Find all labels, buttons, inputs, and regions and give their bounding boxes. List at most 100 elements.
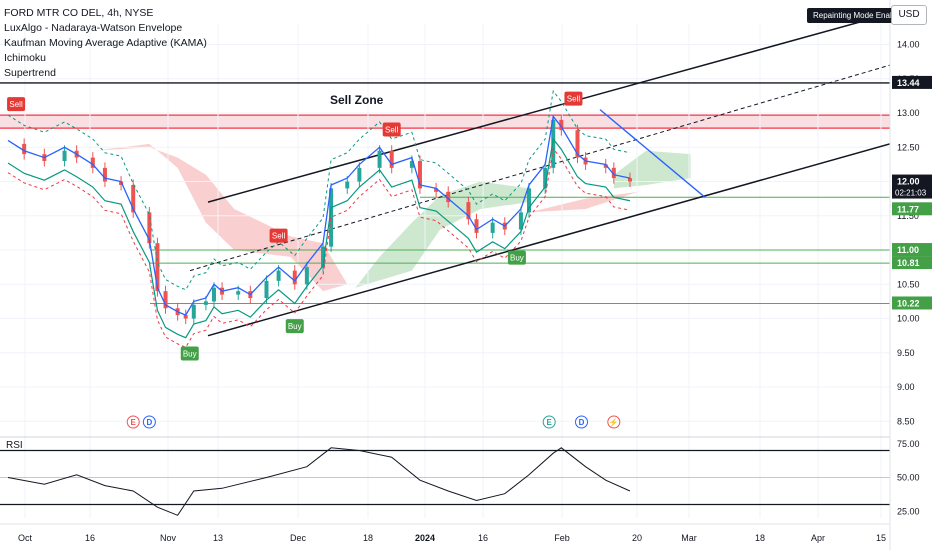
buy-signal-badge (285, 319, 304, 334)
candle-body (474, 219, 479, 233)
candle-body (191, 304, 196, 319)
price-axis-tick: 9.50 (897, 348, 915, 358)
ichimoku-cloud-bull (613, 150, 691, 189)
candle-body (627, 178, 632, 182)
price-label-value: 10.22 (897, 298, 920, 308)
sell-zone-band (0, 115, 890, 129)
candle-body (357, 167, 362, 182)
rsi-axis-tick: 75.00 (897, 439, 920, 449)
event-marker (607, 415, 621, 429)
event-marker-label: E (547, 418, 553, 427)
currency-selector[interactable]: USD (891, 5, 927, 25)
sell-signal-label: Sell (567, 95, 581, 104)
time-axis-tick: 2024 (415, 533, 435, 543)
candle-body (155, 243, 160, 292)
sell-signal-badge (382, 122, 401, 137)
candle-body (163, 291, 168, 309)
event-marker (575, 415, 589, 429)
sell-signal-badge (7, 97, 26, 112)
candle-body (490, 222, 495, 233)
candle-body (409, 161, 414, 168)
candle-body (543, 167, 548, 189)
price-axis-tick: 14.00 (897, 40, 920, 50)
trend-line-upper (207, 13, 891, 203)
legend-indicator-nadaraya[interactable]: LuxAlgo - Nadaraya-Watson Envelope (4, 22, 183, 34)
symbol-title[interactable]: FORD MTR CO DEL, 4h, NYSE (4, 7, 154, 19)
event-marker-label: D (146, 418, 152, 427)
sell-signal-badge (564, 91, 583, 106)
rsi-axis-tick: 25.00 (897, 506, 920, 516)
price-label-countdown: 02:21:03 (895, 189, 927, 198)
trend-lines-layer (189, 13, 891, 337)
price-label-box (892, 202, 932, 216)
kama-line (7, 114, 631, 316)
legend-indicator-kama[interactable]: Kaufman Moving Average Adaptive (KAMA) (4, 37, 207, 49)
legend-indicator-supertrend[interactable]: Supertrend (4, 67, 56, 79)
time-axis-tick: Dec (290, 533, 307, 543)
candle-body (527, 188, 532, 213)
price-label-box (892, 296, 932, 310)
candle-body (147, 212, 152, 244)
rsi-line (7, 447, 631, 516)
projection-line (599, 109, 706, 198)
ichimoku-cloud-bull (355, 181, 530, 288)
price-label-value: 11.77 (897, 204, 919, 214)
candle-body (446, 191, 451, 203)
candle-body (211, 287, 216, 302)
price-axis-tick: 9.00 (897, 382, 915, 392)
candle-body (321, 246, 326, 268)
buy-signal-label: Buy (183, 350, 197, 359)
time-axis-tick: 16 (478, 533, 488, 543)
buy-signal-badge (507, 250, 526, 265)
time-axis-tick: Apr (811, 533, 825, 543)
time-axis-tick: 18 (363, 533, 373, 543)
trend-line-mid (189, 64, 891, 272)
candle-body (119, 181, 124, 185)
time-axis-tick: 15 (876, 533, 886, 543)
price-label-box (892, 243, 932, 257)
price-axis-tick: 10.50 (897, 279, 920, 289)
price-labels-layer: 13.44 12.00 02:21:03 11.77 11.00 10.81 10.22 (892, 75, 932, 310)
ichimoku-cloud-bear (92, 143, 348, 292)
rsi-axis-tick: 50.00 (897, 473, 920, 483)
price-label-box (892, 256, 932, 270)
event-marker (126, 415, 140, 429)
time-axis-tick: 13 (213, 533, 223, 543)
candle-body (102, 167, 107, 182)
candle-body (389, 150, 394, 168)
candle-body (518, 212, 523, 230)
repainting-mode-badge: Repainting Mode Enabled (807, 8, 912, 23)
candle-body (466, 202, 471, 220)
event-marker-label: E (131, 418, 137, 427)
price-label-value: 13.44 (897, 78, 920, 88)
sell-signal-label: Sell (385, 125, 399, 134)
trend-line-lower (207, 143, 891, 337)
buy-signal-badge (180, 346, 199, 361)
price-axis-tick: 10.00 (897, 314, 920, 324)
price-series-layer (7, 89, 632, 348)
candle-body (90, 157, 95, 168)
candle-body (62, 150, 67, 161)
price-axis-tick: 12.50 (897, 142, 920, 152)
candle-body (611, 167, 616, 179)
time-axis-tick: Feb (554, 533, 570, 543)
event-marker (142, 415, 156, 429)
price-label-value: 12.00 (897, 177, 920, 187)
price-label-value: 11.00 (897, 245, 919, 255)
events-layer: E D E D ⚡ (126, 415, 621, 429)
supertrend-line (7, 137, 631, 339)
candle-body (292, 270, 297, 285)
sell-zone-layer (0, 114, 890, 129)
candle-body (131, 184, 136, 213)
legend-indicator-ichimoku[interactable]: Ichimoku (4, 52, 47, 64)
candle-body (203, 301, 208, 305)
price-label-box (892, 75, 932, 89)
candle-body (345, 181, 350, 189)
time-axis-tick: 18 (755, 533, 765, 543)
event-marker (542, 415, 556, 429)
time-axis-tick: Nov (160, 533, 177, 543)
sell-signal-badge (269, 228, 288, 243)
price-axis-tick: 11.50 (897, 211, 919, 221)
